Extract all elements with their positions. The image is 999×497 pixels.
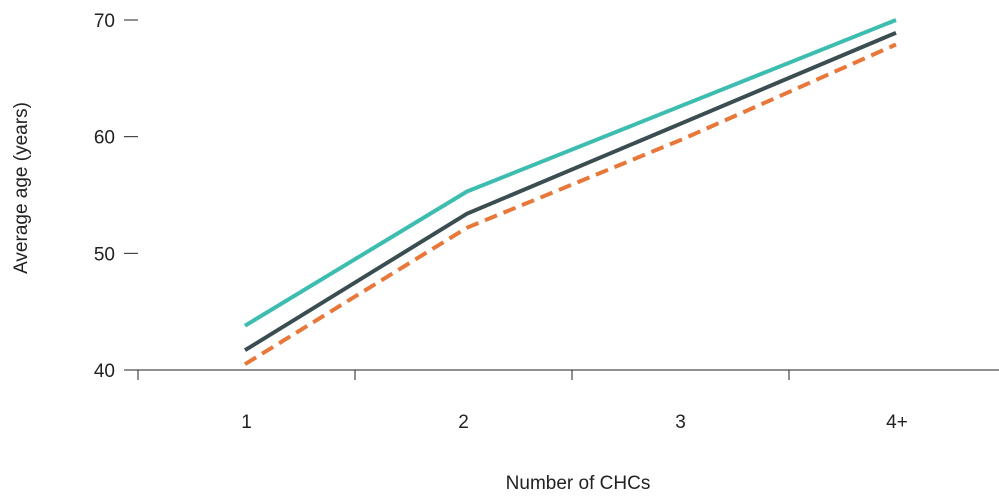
y-tick-label: 40 [94,361,115,382]
y-tick-label: 50 [94,244,115,265]
x-tick-label: 1 [241,412,252,433]
x-tick-label: 3 [675,412,686,433]
y-tick-label: 70 [94,11,115,32]
y-tick-label: 60 [94,128,115,149]
series-line-2 [243,30,897,352]
series-line-3 [243,42,897,366]
x-tick-label: 2 [458,412,469,433]
y-axis-title: Average age (years) [11,102,32,274]
y-axis: 40 50 60 70 [94,11,138,382]
series-line-1 [243,18,897,328]
x-axis: 1 2 3 4+ [124,369,999,433]
series-layer [243,18,897,366]
x-axis-title: Number of CHCs [506,473,651,494]
x-tick-label: 4+ [886,412,908,433]
